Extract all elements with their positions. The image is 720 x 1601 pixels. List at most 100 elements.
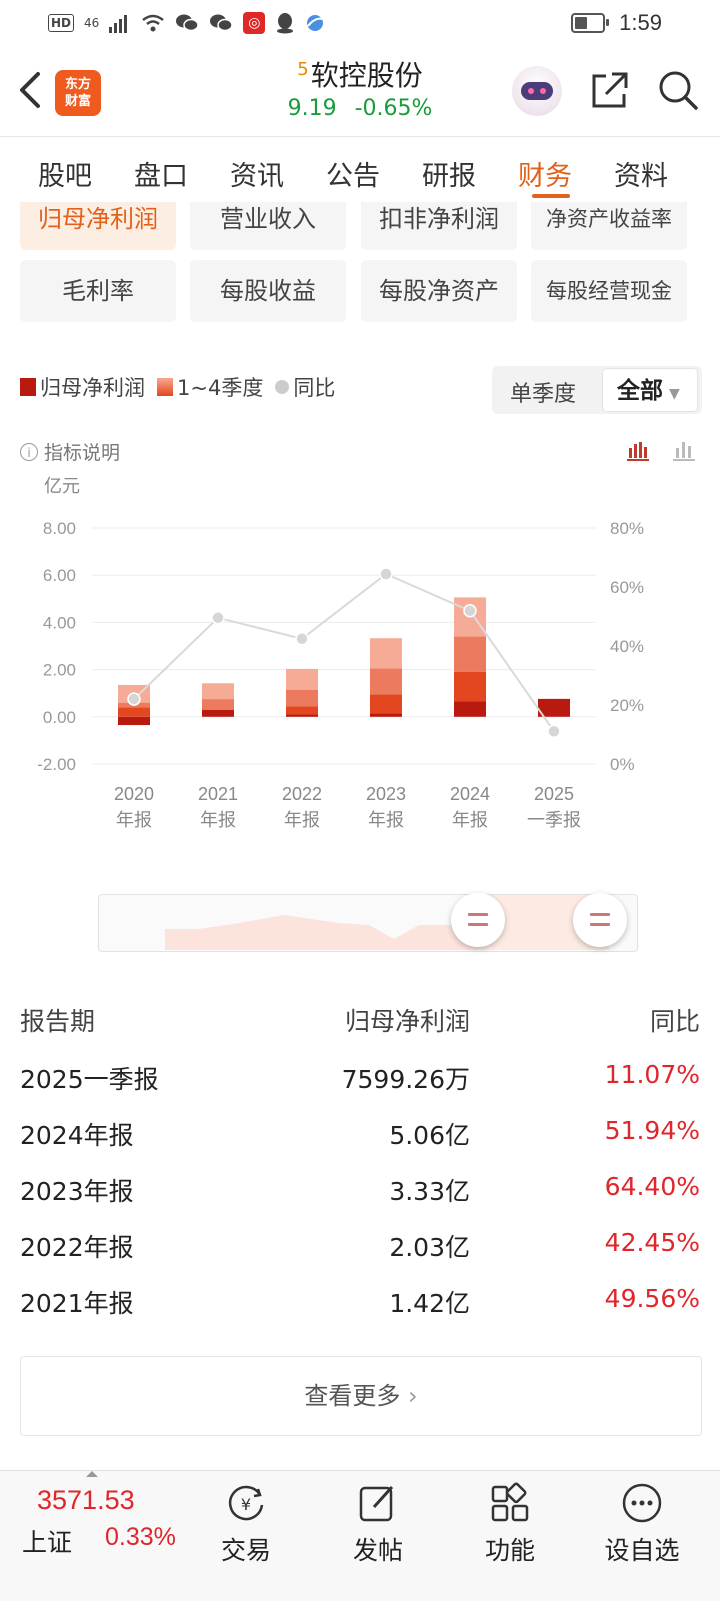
- indicator-label: 指标说明: [44, 442, 121, 464]
- index-change[interactable]: 0.33%: [105, 1523, 176, 1551]
- yoy-point: [463, 604, 477, 618]
- nav-trade[interactable]: ¥ 交易: [196, 1481, 296, 1567]
- cell-net-profit: 5.06亿: [389, 1121, 470, 1150]
- more-icon: [622, 1483, 662, 1523]
- bar-chart-alt-icon[interactable]: [672, 438, 696, 462]
- back-icon[interactable]: [16, 70, 46, 110]
- table-header: 报告期 归母净利润 同比: [20, 1002, 700, 1050]
- nav-apps[interactable]: 功能: [460, 1481, 560, 1567]
- chip-roe[interactable]: 净资产收益率: [531, 202, 687, 250]
- tab-profile[interactable]: 资料: [614, 161, 668, 192]
- caret-down-icon: ▼: [669, 386, 680, 402]
- bar-segment: [538, 698, 570, 717]
- ai-assistant-icon[interactable]: [512, 66, 562, 116]
- header-net-profit: 归母净利润: [344, 1007, 470, 1036]
- y2-tick-label: 80%: [610, 519, 644, 538]
- chart-range-slider[interactable]: [98, 893, 638, 952]
- bar-segment: [118, 707, 150, 717]
- status-bar: HD 46 ◎ 1:59: [0, 0, 720, 48]
- view-more-button[interactable]: 查看更多 ›: [20, 1356, 702, 1436]
- status-left: HD 46 ◎: [48, 12, 325, 34]
- app-notification-icon: ◎: [243, 12, 266, 34]
- legend-yoy: 同比: [275, 372, 335, 402]
- index-value[interactable]: 3571.53: [37, 1485, 135, 1515]
- info-icon: i: [20, 442, 38, 461]
- legend-dot: [275, 380, 290, 394]
- stock-change: -0.65%: [354, 96, 433, 121]
- indicator-explanation[interactable]: i 指标说明: [20, 438, 120, 465]
- stock-name[interactable]: 5软控股份: [0, 54, 720, 94]
- cell-net-profit: 2.03亿: [389, 1233, 470, 1262]
- tab-announcements[interactable]: 公告: [326, 161, 380, 192]
- bar-segment: [286, 689, 318, 707]
- range-handle-left[interactable]: [451, 893, 505, 947]
- search-icon[interactable]: [656, 68, 700, 112]
- browser-icon: [307, 15, 324, 31]
- y-tick-label: 6.00: [43, 566, 76, 585]
- wechat-icon-2: [210, 14, 234, 32]
- x-tick-label: 2021: [198, 784, 238, 804]
- logo-line-1: 东方: [64, 77, 91, 92]
- table-row: 2021年报 1.42亿 49.56%: [20, 1274, 700, 1330]
- nav-trade-label: 交易: [220, 1536, 271, 1565]
- toggle-all-dropdown[interactable]: 全部 ▼: [602, 368, 698, 412]
- qq-icon: [277, 13, 294, 34]
- metric-selector: 归母净利润 营业收入 扣非净利润 净资产收益率 毛利率 每股收益 每股净资产 每…: [0, 202, 720, 332]
- stock-quote: 9.19 -0.65%: [0, 96, 720, 121]
- index-name[interactable]: 上证: [22, 1528, 73, 1557]
- tab-news[interactable]: 资讯: [230, 161, 284, 192]
- cell-yoy: 64.40%: [604, 1172, 700, 1201]
- stock-header: 东方 财富 5软控股份 9.19 -0.65%: [0, 48, 720, 137]
- bar-segment: [118, 716, 150, 726]
- legend-swatch-dark: [20, 378, 36, 396]
- chip-deducted-profit[interactable]: 扣非净利润: [361, 202, 517, 250]
- signal-icon: 46: [84, 16, 100, 30]
- x-tick-sublabel: 年报: [116, 810, 152, 831]
- chip-revenue[interactable]: 营业收入: [190, 202, 346, 250]
- bar-segment: [454, 671, 486, 702]
- tab-pankou[interactable]: 盘口: [134, 161, 188, 192]
- bar-segment: [286, 668, 318, 690]
- y-tick-label: -2.00: [37, 755, 76, 774]
- chip-cash-flow-per-share[interactable]: 每股经营现金: [531, 260, 687, 322]
- signal-bars-icon: [109, 15, 128, 33]
- x-tick-label: 2025: [534, 784, 574, 804]
- cell-period: 2025一季报: [20, 1065, 159, 1094]
- bar-segment: [454, 636, 486, 672]
- cell-yoy: 49.56%: [604, 1284, 700, 1313]
- range-handle-right[interactable]: [573, 893, 627, 947]
- cell-period: 2022年报: [20, 1233, 134, 1262]
- nav-post-label: 发帖: [352, 1536, 403, 1565]
- bar-chart-icon[interactable]: [626, 438, 650, 462]
- y-tick-label: 2.00: [43, 661, 76, 680]
- legend-label-quarters: 1~4季度: [177, 376, 264, 400]
- chip-net-profit[interactable]: 归母净利润: [20, 202, 176, 250]
- nav-add-watchlist[interactable]: 设自选: [592, 1481, 692, 1567]
- tab-finance[interactable]: 财务: [518, 161, 572, 192]
- tab-research[interactable]: 研报: [422, 161, 476, 192]
- share-icon[interactable]: [588, 68, 632, 112]
- y2-tick-label: 0%: [610, 755, 635, 774]
- chip-gross-margin[interactable]: 毛利率: [20, 260, 176, 322]
- bottom-bar: 3571.53 上证 0.33% ¥ 交易 发帖 功能 设自选: [0, 1470, 720, 1601]
- chip-bvps[interactable]: 每股净资产: [361, 260, 517, 322]
- bar-segment: [202, 699, 234, 710]
- table-row: 2025一季报 7599.26万 11.07%: [20, 1050, 700, 1106]
- nav-post[interactable]: 发帖: [328, 1481, 428, 1567]
- y2-tick-label: 60%: [610, 578, 644, 597]
- trade-icon: ¥: [228, 1485, 264, 1521]
- yoy-point: [547, 724, 561, 739]
- chart-legend: 归母净利润 1~4季度 同比: [20, 372, 347, 402]
- y2-tick-label: 20%: [610, 696, 644, 715]
- toggle-single-quarter[interactable]: 单季度: [510, 382, 577, 407]
- x-tick-label: 2020: [114, 784, 154, 804]
- legend-label-net-profit: 归母净利润: [40, 376, 145, 400]
- collapse-arrow-icon[interactable]: [86, 1471, 98, 1477]
- app-logo[interactable]: 东方 财富: [55, 70, 101, 116]
- tab-guba[interactable]: 股吧: [38, 161, 92, 192]
- post-icon: [359, 1485, 394, 1522]
- legend-net-profit: 归母净利润: [20, 372, 145, 402]
- chip-eps[interactable]: 每股收益: [190, 260, 346, 322]
- x-tick-sublabel: 年报: [200, 810, 236, 831]
- legend-swatch-gradient: [157, 378, 173, 396]
